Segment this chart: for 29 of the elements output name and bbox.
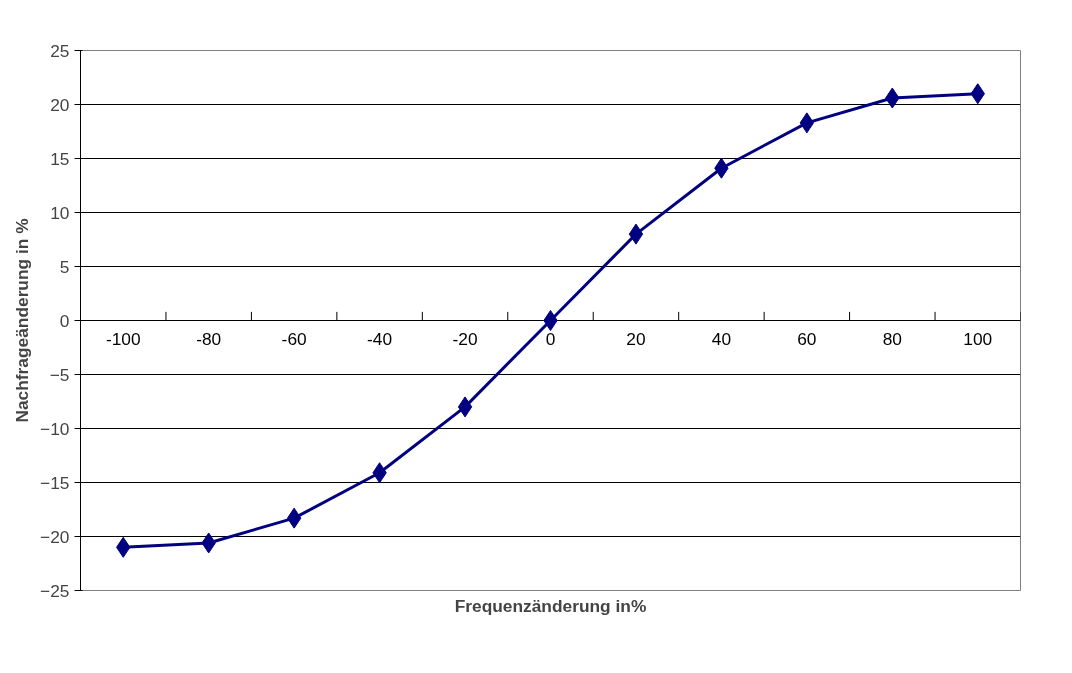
point: [286, 507, 302, 529]
x-axis-title: Frequenzänderung in%: [454, 595, 647, 616]
x-tick-label: 0: [545, 328, 556, 349]
x-tick-label: -60: [281, 328, 307, 349]
y-tick-label: 0: [59, 310, 70, 331]
point: [543, 310, 558, 331]
y-tick-label: 20: [50, 94, 70, 115]
y-tick-label: 5: [59, 256, 70, 277]
y-axis-title: Nachfrageänderung in %: [12, 218, 33, 423]
x-tick-label: -80: [196, 328, 222, 349]
x-tick-label: 100: [963, 328, 993, 349]
y-tick-label: −15: [40, 472, 70, 493]
x-tick-label: 40: [711, 328, 732, 349]
point: [799, 112, 815, 134]
x-tick-label: 60: [797, 328, 817, 349]
point: [457, 396, 473, 418]
y-tick-label: −20: [40, 526, 70, 547]
point: [628, 223, 644, 245]
x-tick-label: 20: [626, 328, 646, 349]
x-tick-label: 80: [882, 328, 902, 349]
x-tick-label: -20: [452, 328, 478, 349]
y-tick-label: 10: [50, 202, 70, 223]
y-tick-label: 15: [50, 148, 70, 169]
y-tick-label: −10: [40, 418, 70, 439]
y-tick-label: −25: [40, 580, 70, 601]
y-tick-label: −5: [49, 364, 70, 385]
y-tick-label: 25: [50, 40, 70, 61]
x-tick-label: -40: [367, 328, 393, 349]
x-tick-label: -100: [105, 328, 141, 349]
